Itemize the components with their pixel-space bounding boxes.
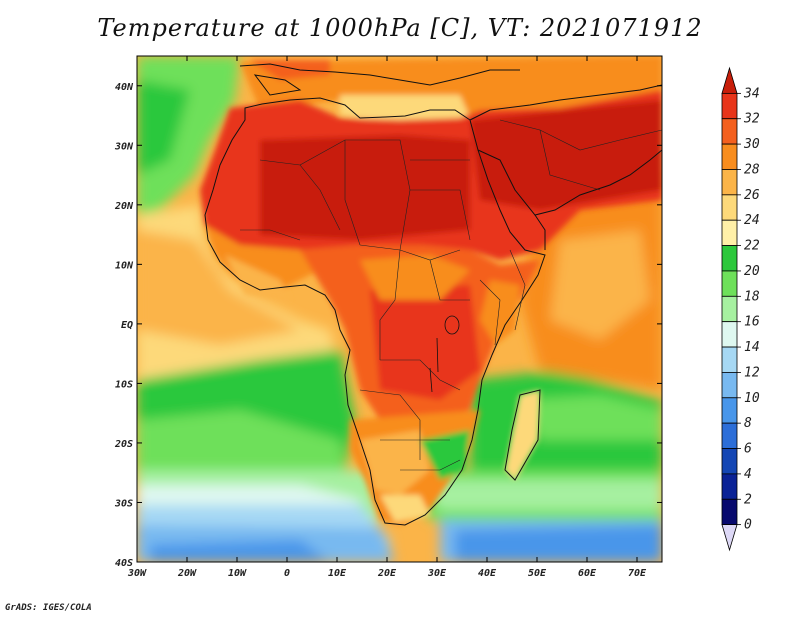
colorbar-label: 32 xyxy=(743,112,760,127)
country-borders xyxy=(240,119,662,471)
colorbar-swatch xyxy=(721,245,738,272)
plot-frame xyxy=(136,55,663,563)
y-tick-label: 20N xyxy=(114,201,134,212)
x-tick-label: 70E xyxy=(628,568,647,579)
x-tick-label: 10E xyxy=(328,568,347,579)
x-tick-label: 40E xyxy=(478,568,497,579)
grads-credit: GrADS: IGES/COLA xyxy=(5,603,92,613)
x-tick-label: 50E xyxy=(528,568,547,579)
y-tick-label: 30S xyxy=(114,498,133,509)
colorbar-label: 22 xyxy=(744,239,760,254)
colorbar-label: 4 xyxy=(744,467,752,482)
colorbar-label: 10 xyxy=(744,391,760,406)
colorbar-swatch xyxy=(721,321,738,348)
colorbar-swatch xyxy=(721,118,738,145)
colorbar-swatch xyxy=(721,346,738,373)
latitude-ticks: 40N 30N 20N 10N EQ 10S 20S 30S 40S xyxy=(114,82,662,569)
coastlines xyxy=(204,63,662,526)
colorbar-label: 18 xyxy=(744,289,760,304)
y-tick-label: 30N xyxy=(114,141,134,152)
colorbar-swatch xyxy=(721,295,738,323)
colorbar-label: 12 xyxy=(744,365,760,380)
colorbar-swatch xyxy=(721,194,738,221)
colorbar-swatch xyxy=(721,473,738,500)
colorbar-label: 26 xyxy=(744,188,760,203)
x-tick-label: 20E xyxy=(377,568,397,579)
colorbar-swatch xyxy=(721,169,738,196)
colorbar-swatch xyxy=(721,422,738,449)
colorbar-swatch xyxy=(721,372,738,399)
x-tick-label: 30W xyxy=(127,568,147,579)
map-title: Temperature at 1000hPa [C], VT: 20210719… xyxy=(97,14,703,42)
x-tick-label: 60E xyxy=(578,568,597,579)
x-tick-label: 10W xyxy=(228,568,247,579)
colorbar-label: 20 xyxy=(744,264,760,279)
colorbar-swatch xyxy=(721,219,738,246)
colorbar-swatch xyxy=(721,66,738,94)
colorbar-swatch xyxy=(721,143,738,170)
colorbar-label: 8 xyxy=(744,416,752,431)
y-tick-label: 20S xyxy=(114,439,133,450)
x-tick-label: 0 xyxy=(284,568,290,579)
colorbar-label: 28 xyxy=(744,162,760,177)
colorbar-swatch xyxy=(721,397,738,424)
lakes xyxy=(429,315,460,393)
temperature-field xyxy=(137,56,662,562)
colorbar-label: 16 xyxy=(744,315,760,330)
colorbar-swatch xyxy=(721,270,738,297)
longitude-ticks: 30W 20W 10W 0 10E 20E 30E 40E 50E 60E 70E xyxy=(127,56,647,579)
colorbar-label: 14 xyxy=(744,340,760,355)
x-tick-label: 20W xyxy=(177,568,197,579)
colorbar-label: 30 xyxy=(743,137,760,152)
colorbar-swatch xyxy=(721,498,738,526)
colorbar-swatch xyxy=(721,92,738,120)
colorbar-label: 6 xyxy=(744,442,752,457)
x-tick-label: 30E xyxy=(427,568,447,579)
y-tick-label: EQ xyxy=(121,320,133,331)
colorbar-label: 2 xyxy=(744,492,752,507)
y-tick-label: 40S xyxy=(115,558,133,569)
colorbar-swatch xyxy=(721,448,738,475)
colorbar-label: 0 xyxy=(744,518,752,533)
y-tick-label: 40N xyxy=(115,82,134,93)
y-tick-label: 10S xyxy=(115,379,133,390)
colorbar-swatch xyxy=(721,524,738,552)
colorbar-label: 24 xyxy=(744,213,760,228)
y-tick-label: 10N xyxy=(115,260,134,271)
colorbar-label: 34 xyxy=(743,86,760,101)
